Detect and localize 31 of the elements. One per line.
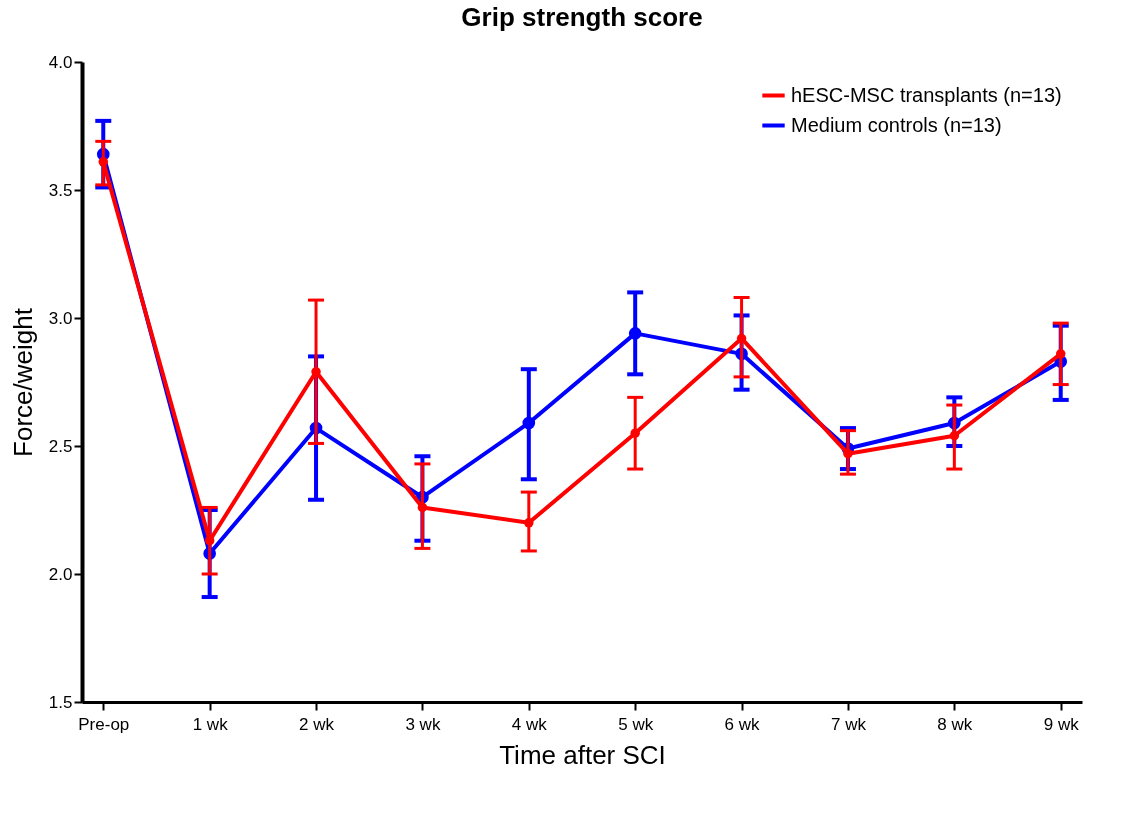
x-tick-label: 6 wk — [724, 714, 761, 734]
point — [1055, 349, 1066, 359]
x-tick-label: 9 wk — [1043, 714, 1080, 734]
point — [843, 448, 853, 459]
point — [522, 416, 536, 430]
point — [736, 333, 747, 344]
x-tick-label: 8 wk — [937, 714, 973, 734]
x-tick-label: 4 wk — [511, 714, 548, 734]
point — [630, 428, 640, 438]
x-tick-label: Pre-op — [78, 714, 130, 734]
legend-label: Medium controls (n=13) — [791, 113, 1002, 136]
point — [417, 502, 428, 513]
point — [949, 431, 960, 441]
point — [98, 157, 109, 167]
y-tick-label: 2.0 — [48, 564, 73, 584]
y-tick-label: 1.5 — [48, 692, 73, 712]
y-tick-label: 3.0 — [48, 308, 73, 328]
chart-title: Grip strength score — [461, 2, 703, 32]
point — [628, 327, 642, 340]
y-tick-label: 3.5 — [48, 180, 73, 200]
y-tick-label: 2.5 — [48, 436, 73, 456]
legend-label: hESC-MSC transplants (n=13) — [791, 83, 1062, 106]
x-axis-title: Time after SCI — [499, 739, 666, 770]
x-tick-label: 3 wk — [405, 714, 441, 734]
point — [524, 518, 534, 528]
x-tick-label: 7 wk — [830, 714, 867, 734]
y-tick-label: 4.0 — [48, 52, 73, 72]
x-tick-label: 5 wk — [618, 714, 654, 734]
y-axis-title: Force/weight — [7, 307, 38, 457]
x-tick-label: 2 wk — [299, 714, 335, 734]
x-tick-label: 1 wk — [192, 714, 229, 734]
